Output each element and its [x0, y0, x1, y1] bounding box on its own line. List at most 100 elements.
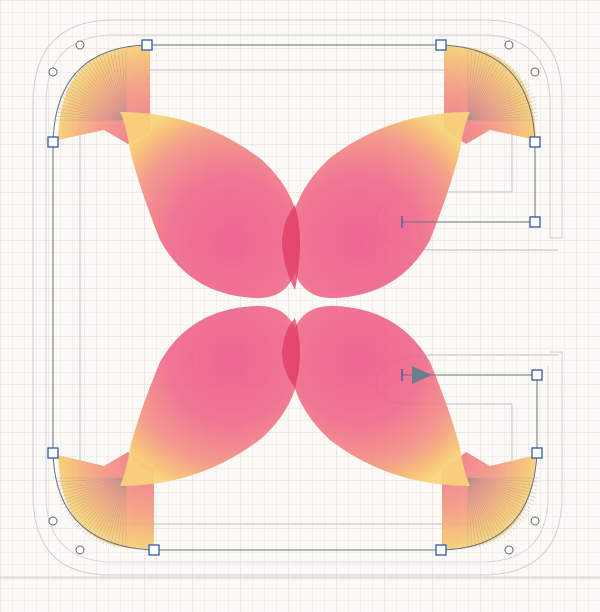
square-anchor-icon[interactable]	[531, 369, 543, 381]
blend-step-line	[467, 115, 538, 121]
square-anchor-icon[interactable]	[435, 39, 447, 51]
blend-step-line	[110, 477, 127, 547]
circle-control-point-icon[interactable]	[75, 545, 85, 555]
blend-step-line	[467, 477, 533, 505]
blend-step-line	[467, 85, 530, 121]
blend-step-line	[467, 477, 488, 546]
petal-overlap-top	[282, 205, 300, 290]
blend-step-line	[467, 477, 538, 490]
blend-step-line	[467, 477, 526, 519]
blend-step-line	[467, 73, 521, 121]
blend-step-line	[95, 477, 127, 542]
blend-step-line	[467, 477, 536, 498]
blend-step-line	[61, 477, 127, 505]
circle-control-point-icon[interactable]	[48, 516, 58, 526]
blend-step-line	[88, 60, 127, 121]
blend-step-line	[467, 52, 488, 121]
blend-step-line	[73, 73, 127, 121]
blend-step-line	[58, 477, 127, 498]
blend-step-line	[121, 477, 127, 548]
blend-step-line	[106, 477, 127, 546]
blend-step-line	[467, 67, 515, 121]
circle-control-point-icon[interactable]	[48, 67, 58, 77]
blend-step-line	[467, 104, 537, 121]
blend-step-line	[57, 477, 127, 494]
blend-step-line	[467, 100, 536, 121]
blend-step-line	[467, 93, 533, 121]
blend-step-line	[467, 477, 473, 548]
circle-control-point-icon[interactable]	[504, 545, 514, 555]
blend-step-line	[56, 111, 127, 121]
blend-step-line	[73, 477, 127, 525]
blend-step-line	[61, 93, 127, 121]
blend-step-line	[114, 50, 127, 121]
blend-step-line	[467, 477, 492, 545]
blend-step-line	[467, 108, 538, 121]
square-anchor-icon[interactable]	[141, 39, 153, 51]
blend-step-line	[76, 477, 127, 528]
blend-step-line	[79, 67, 127, 121]
blend-step-line	[71, 76, 127, 121]
blend-step-line	[467, 477, 538, 487]
blend-step-line	[467, 477, 538, 483]
selection-path	[52, 44, 538, 551]
blend-step-line	[467, 79, 526, 121]
blend-step-line	[467, 50, 477, 121]
circle-control-point-icon[interactable]	[530, 516, 540, 526]
blend-step-line	[467, 477, 484, 547]
blend-step-line	[467, 477, 515, 531]
blend-step-line	[85, 62, 127, 121]
petal-top-left[interactable]	[120, 112, 300, 299]
blend-step-line	[467, 477, 512, 533]
blend-step-line	[467, 70, 518, 121]
blend-step-line	[467, 477, 503, 540]
blend-step-line	[76, 70, 127, 121]
square-anchor-icon[interactable]	[531, 447, 543, 459]
blend-step-line	[95, 56, 127, 121]
petal-overlap-bottom	[282, 318, 300, 388]
square-anchor-icon[interactable]	[47, 136, 59, 148]
blend-step-line	[467, 477, 535, 502]
square-anchor-icon[interactable]	[47, 447, 59, 459]
circle-control-point-icon[interactable]	[75, 40, 85, 50]
blend-step-line	[467, 477, 509, 536]
blend-step-line	[467, 58, 503, 121]
blend-step-line	[56, 115, 127, 121]
blend-step-line	[467, 477, 528, 516]
blend-step-line	[59, 477, 127, 502]
petal-top-right[interactable]	[290, 112, 470, 299]
blend-step-line	[99, 477, 127, 543]
blend-step-line	[117, 50, 127, 121]
circle-control-point-icon[interactable]	[504, 40, 514, 50]
blend-step-line	[68, 477, 127, 519]
blend-step-line	[85, 477, 127, 536]
blend-step-line	[64, 85, 127, 121]
blend-step-line	[56, 108, 127, 121]
square-anchor-icon[interactable]	[529, 216, 541, 228]
blend-step-line	[467, 56, 499, 121]
square-anchor-icon[interactable]	[435, 544, 447, 556]
arrow-right-icon[interactable]	[412, 366, 432, 384]
blend-step-line	[467, 62, 509, 121]
blend-step-line	[467, 477, 521, 525]
blend-step-line	[88, 477, 127, 538]
blend-step-line	[56, 477, 127, 483]
petal-bottom-right[interactable]	[290, 305, 470, 486]
blend-step-line	[56, 477, 127, 487]
blend-step-line	[71, 477, 127, 522]
blend-step-line	[91, 58, 127, 121]
blend-step-line	[64, 477, 127, 513]
blend-step-line	[467, 477, 530, 513]
square-anchor-icon[interactable]	[148, 544, 160, 556]
blend-step-line	[467, 111, 538, 121]
square-anchor-icon[interactable]	[529, 136, 541, 148]
circle-control-point-icon[interactable]	[530, 67, 540, 77]
blend-step-line	[79, 477, 127, 531]
blend-step-line	[467, 477, 477, 548]
blend-step-line	[66, 82, 127, 121]
blend-step-line	[114, 477, 127, 548]
outer-outline	[32, 19, 563, 576]
blend-step-line	[467, 50, 480, 121]
petal-bottom-left[interactable]	[120, 305, 300, 486]
